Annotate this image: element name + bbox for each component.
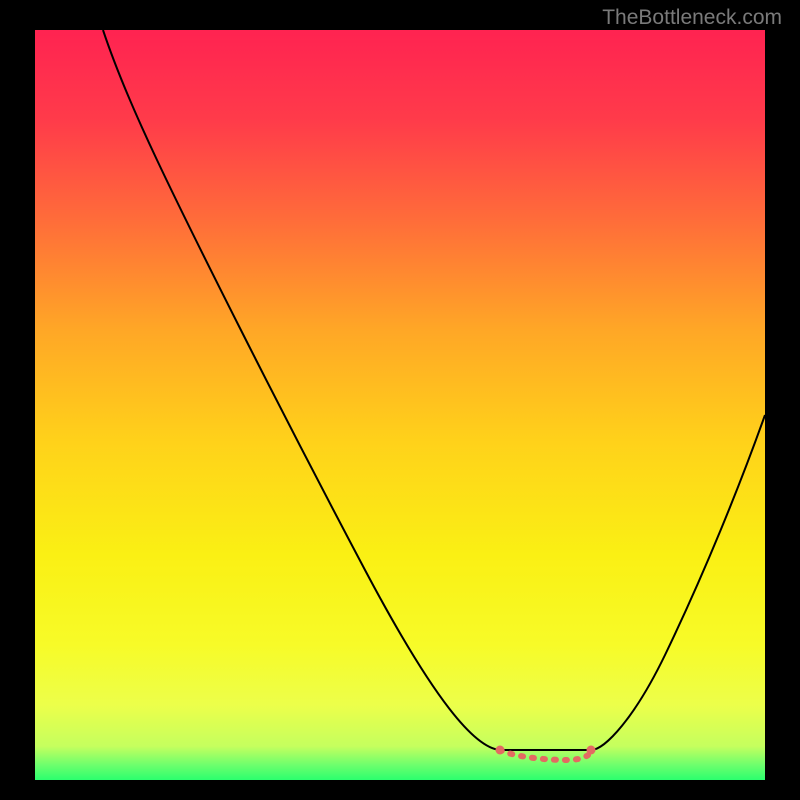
optimal-range-start-dot (496, 746, 505, 755)
optimal-range-end-dot (587, 746, 596, 755)
bottleneck-curve (103, 30, 765, 750)
watermark-text: TheBottleneck.com (602, 6, 782, 30)
curve-layer (35, 30, 765, 780)
optimal-range-dotted (500, 750, 591, 760)
plot-area (35, 30, 765, 780)
